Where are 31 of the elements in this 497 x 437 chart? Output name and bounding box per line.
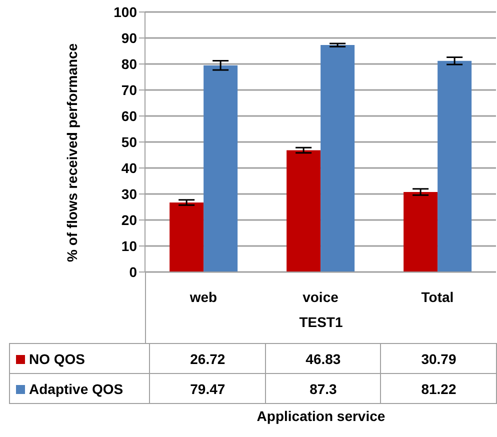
y-tick-label: 10: [121, 238, 138, 254]
data-label: 81.22: [380, 374, 496, 404]
text: Application service: [256, 408, 386, 424]
legend-label: Adaptive QOS: [10, 374, 150, 404]
bar: [438, 60, 472, 272]
y-tick-label: 0: [129, 264, 138, 280]
y-tick-label: 40: [121, 160, 138, 176]
bar: [320, 45, 355, 272]
y-tick-label: 60: [121, 108, 138, 124]
y-tick-label: 100: [114, 4, 138, 20]
data-label: 87.3: [265, 374, 381, 404]
data-label: 79.47: [150, 374, 266, 404]
data-label: 46.83: [265, 344, 381, 374]
y-tick-label: 70: [121, 82, 138, 98]
bar: [404, 192, 438, 272]
x-tick-label: Total: [421, 288, 454, 305]
text: TEST1: [298, 314, 344, 330]
y-tick-label: 90: [121, 30, 138, 46]
data-label: 30.79: [380, 344, 496, 374]
legend-label: NO QOS: [10, 344, 150, 374]
bar: [286, 150, 321, 272]
y-tick-label: 20: [121, 212, 138, 228]
x-tick-label: voice: [302, 288, 339, 305]
y-tick-label: 50: [121, 134, 138, 150]
data-label: 26.72: [150, 344, 266, 374]
x-tick-label: web: [188, 288, 218, 305]
y-tick-label: 80: [121, 56, 138, 72]
bar: [170, 202, 204, 272]
y-axis-title: % of flows received performance: [64, 43, 80, 262]
y-tick-label: 30: [121, 186, 138, 202]
bar: [204, 65, 238, 272]
